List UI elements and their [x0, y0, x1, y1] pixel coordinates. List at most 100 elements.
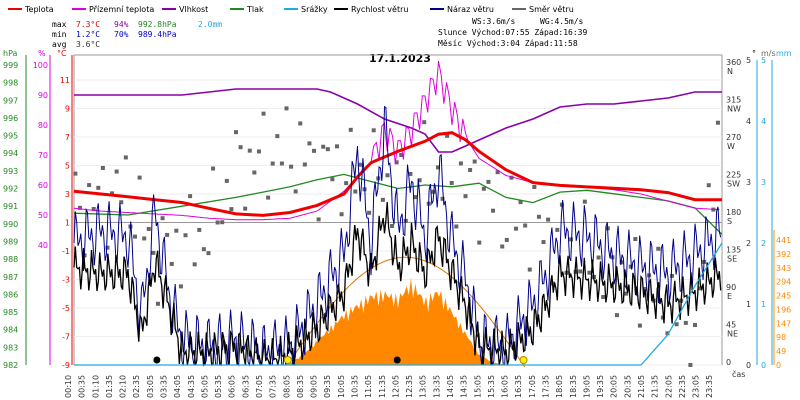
wind-direction-point [270, 161, 275, 166]
sunset-marker [519, 356, 528, 364]
wind-direction-point [582, 199, 587, 204]
time-tick: 10:05 [337, 375, 346, 398]
hpa-tick: 993 [3, 167, 18, 176]
solar-tick: 245 [776, 292, 791, 301]
legend-label: Přízemní teplota [89, 5, 154, 14]
c-tick: -7 [62, 333, 70, 342]
hpa-tick: 988 [3, 255, 18, 264]
wind-gust-info: WG:4.5m/s [540, 17, 584, 26]
wind-direction-point [445, 133, 450, 138]
hpa-tick: 997 [3, 96, 18, 105]
time-tick: 05:35 [214, 375, 223, 398]
legend-label: Srážky [301, 5, 328, 14]
wind-direction-point [454, 224, 459, 229]
axes-group: hPa% °C9999989979969959949939929919909899… [3, 49, 792, 398]
wind-direction-point [348, 127, 353, 132]
wind-direction-point [178, 284, 183, 289]
hpa-tick: 992 [3, 185, 18, 194]
wind-direction-point [435, 165, 440, 170]
time-axis-label: čas [732, 369, 745, 379]
time-tick: 14:05 [446, 375, 455, 398]
wind-direction-point [252, 170, 257, 175]
time-tick: 00:10 [64, 375, 73, 398]
hpa-tick: 994 [3, 149, 18, 158]
wind-direction-point [298, 121, 303, 126]
ms-tick: 1 [746, 300, 751, 309]
ms-tick: 4 [746, 117, 751, 126]
wind-direction-point [160, 216, 165, 221]
wind-direction-point [266, 195, 271, 200]
wind-direction-point [688, 363, 693, 367]
deg-axis-label: ° [752, 49, 756, 58]
wind-direction-point [215, 220, 220, 225]
plot-area [73, 61, 723, 368]
c-tick: 9 [65, 105, 70, 114]
wind-direction-point [224, 178, 229, 183]
wind-direction-point [137, 175, 142, 180]
wind-direction-point [165, 232, 170, 237]
wind-direction-point [234, 130, 238, 135]
solar-tick: 294 [776, 278, 791, 287]
legend-label: Vlhkost [179, 5, 208, 14]
time-tick: 18:35 [569, 375, 578, 398]
time-tick: 16:05 [501, 375, 510, 398]
dir-tick-name: NW [727, 105, 741, 114]
wind-direction-point [408, 171, 413, 176]
mm-axis-label: mm [776, 49, 792, 58]
time-tick: 23:05 [692, 375, 701, 398]
wind-direction-point [670, 273, 675, 278]
time-tick: 06:05 [228, 375, 237, 398]
wind-direction-point [674, 322, 679, 327]
time-tick: 12:05 [391, 375, 400, 398]
legend-label: Teplota [24, 5, 54, 14]
wind-direction-point [367, 210, 372, 215]
wind-direction-point [523, 223, 528, 228]
legend-label: Tlak [246, 5, 264, 14]
wind-direction-point [399, 153, 404, 158]
stat-max-label: max [52, 20, 67, 29]
dir-tick-name: N [727, 67, 733, 76]
stat-max-rain: 2.0mm [198, 20, 222, 29]
wind-direction-point [518, 200, 523, 205]
pct-tick: 60 [38, 181, 48, 190]
wind-direction-point [256, 149, 261, 154]
solar-tick: 49 [776, 347, 786, 356]
solar-tick: 196 [776, 305, 791, 314]
time-tick: 16:35 [514, 375, 523, 398]
wind-direction-point [656, 246, 661, 251]
wind-direction-point [353, 189, 358, 194]
wind-direction-point [155, 301, 160, 306]
wind-direction-point [275, 134, 280, 139]
time-tick: 10:35 [350, 375, 359, 398]
hpa-tick: 999 [3, 61, 18, 70]
ms-tick: 2 [746, 239, 751, 248]
time-tick: 07:35 [269, 375, 278, 398]
wind-direction-point [587, 270, 592, 275]
wind-direction-point [532, 184, 537, 189]
c-tick: -9 [62, 361, 70, 370]
wind-direction-point [509, 175, 514, 180]
stat-min-temp: 1.2°C [76, 30, 100, 39]
legend-label: Směr větru [529, 5, 574, 14]
wind-direction-point [555, 227, 560, 232]
dir-tick-deg: 270 [726, 133, 741, 142]
wind-direction-point [458, 161, 463, 166]
time-tick: 22:35 [678, 375, 687, 398]
c-tick: 7 [65, 133, 70, 142]
wind-direction-point [628, 264, 633, 269]
stat-max-temp: 7.3°C [76, 20, 100, 29]
wind-direction-point [201, 247, 206, 252]
dir-tick-name: SE [727, 255, 737, 264]
time-tick: 22:05 [664, 375, 673, 398]
wind-direction-point [449, 180, 454, 185]
wind-direction-point [486, 179, 491, 184]
wind-direction-point [321, 144, 326, 149]
time-tick: 02:10 [119, 375, 128, 398]
time-tick: 02:35 [132, 375, 141, 398]
time-tick: 07:05 [255, 375, 264, 398]
mm-tick: 2 [761, 239, 766, 248]
wind-direction-point [527, 267, 532, 272]
pct-tick: 90 [38, 91, 48, 100]
wind-direction-point [706, 183, 711, 188]
time-tick: 13:35 [432, 375, 441, 398]
